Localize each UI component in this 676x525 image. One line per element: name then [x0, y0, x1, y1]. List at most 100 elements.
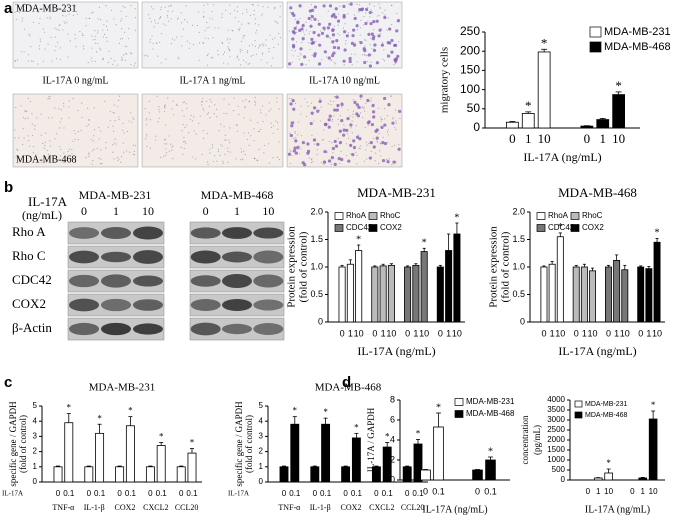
cell-dot: [88, 153, 90, 155]
cell-dot: [390, 4, 393, 7]
y-tick-label: 0: [390, 474, 395, 484]
x-tick-label: 1: [413, 328, 418, 338]
cell-dot: [292, 107, 296, 111]
cell-dot: [310, 3, 313, 6]
cell-dot: [209, 98, 211, 101]
cell-dot: [347, 159, 351, 163]
cell-dot: [215, 108, 218, 110]
cell-dot: [47, 43, 49, 45]
cell-dot: [98, 126, 100, 128]
cell-dot: [387, 129, 390, 131]
chart-title: MDA-MB-468: [315, 382, 382, 394]
cell-dot: [370, 122, 374, 127]
cell-dot: [47, 117, 50, 119]
cell-dot: [92, 39, 94, 41]
cell-dot: [229, 56, 231, 58]
x-tick-label: 1: [446, 328, 451, 338]
cell-dot: [32, 21, 35, 24]
cell-dot: [32, 146, 35, 148]
cell-dot: [235, 158, 237, 160]
cell-dot: [168, 20, 170, 22]
cell-dot: [211, 144, 214, 146]
x-tick-label: 0.1: [94, 489, 106, 498]
cell-dot: [47, 153, 49, 155]
cell-dot: [375, 19, 379, 23]
cell-dot: [223, 51, 226, 53]
cell-dot: [171, 10, 174, 12]
cell-dot: [111, 9, 113, 12]
legend-swatch: [454, 410, 464, 418]
cell-dot: [398, 18, 400, 21]
cell-dot: [379, 7, 381, 9]
cell-dot: [18, 137, 20, 139]
significance-star: *: [159, 432, 164, 442]
cell-dot: [31, 134, 34, 137]
cell-dot: [355, 151, 357, 153]
cell-dot: [227, 147, 229, 149]
cell-dot: [380, 118, 382, 120]
cell-dot: [68, 117, 70, 119]
cell-dot: [344, 43, 347, 45]
cell-dot: [352, 43, 357, 47]
cell-dot: [395, 62, 397, 65]
cell-dot: [170, 18, 172, 20]
cell-dot: [32, 8, 35, 10]
cell-dot: [262, 52, 264, 54]
cell-dot: [195, 158, 197, 160]
blot-dose: 10: [262, 204, 274, 218]
cell-dot: [300, 54, 302, 56]
cell-dot: [343, 48, 347, 52]
cell-dot: [236, 55, 239, 57]
blot-band: [222, 299, 252, 311]
cell-dot: [270, 126, 273, 128]
cell-dot: [177, 56, 179, 58]
cell-dot: [367, 6, 369, 8]
x-axis-label: IL-17A (ng/mL): [585, 504, 650, 515]
bar: [387, 264, 395, 323]
cell-dot: [359, 94, 363, 98]
cell-dot: [329, 37, 332, 39]
cell-dot: [15, 156, 17, 158]
cell-dot: [35, 8, 37, 10]
significance-star: *: [97, 413, 102, 423]
cell-dot: [216, 116, 218, 118]
cell-dot: [364, 45, 366, 47]
cell-dot: [358, 11, 360, 13]
cell-dot: [182, 153, 184, 155]
bar: [472, 469, 483, 481]
legend-label: RhoC: [582, 211, 603, 220]
significance-star: *: [655, 228, 660, 239]
cell-dot: [176, 36, 178, 38]
cell-dot: [337, 124, 339, 126]
cell-dot: [333, 25, 335, 27]
bar: [612, 94, 626, 129]
cell-dot: [63, 127, 65, 129]
blot-protein: Rho A: [12, 224, 46, 239]
blot-unit: (ng/mL): [22, 208, 62, 222]
cell-dot: [49, 98, 51, 100]
cell-dot: [333, 115, 335, 117]
cell-dot: [352, 28, 356, 32]
cell-dot: [45, 132, 47, 134]
cell-dot: [118, 116, 120, 118]
cell-dot: [253, 128, 255, 130]
cell-dot: [260, 15, 263, 17]
cell-dot: [227, 37, 229, 39]
cell-dot: [268, 102, 270, 104]
y-tick-label: 0: [473, 120, 480, 134]
cell-dot: [143, 55, 145, 57]
cell-dot: [55, 45, 57, 47]
cell-dot: [81, 33, 83, 35]
cell-dot: [387, 103, 391, 107]
cell-dot: [146, 135, 148, 137]
cell-dot: [243, 132, 245, 134]
bar: [115, 466, 125, 483]
cell-dot: [261, 13, 263, 15]
cell-dot: [327, 10, 329, 12]
cell-dot: [251, 3, 253, 6]
y-tick-label: 2: [33, 447, 38, 456]
cell-dot: [212, 160, 215, 163]
cell-dot: [15, 18, 17, 20]
cell-dot: [355, 135, 360, 139]
cell-dot: [372, 35, 376, 39]
